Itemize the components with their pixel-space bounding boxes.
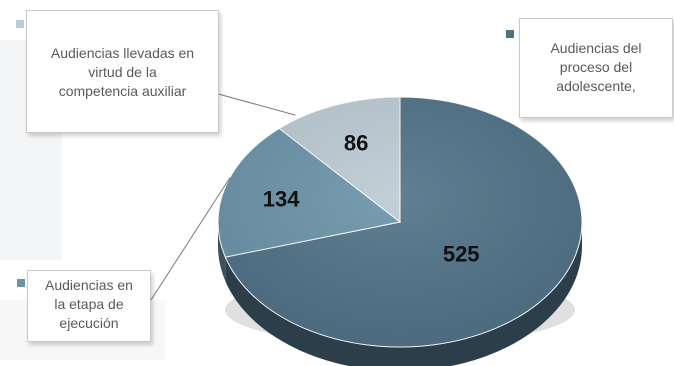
slice-callout-competencia-auxiliar: Audiencias llevadas en virtud de la comp… (26, 10, 219, 133)
callout-label: Audiencias llevadas en virtud de la comp… (51, 45, 194, 99)
callout-label: Audiencias del proceso del adolescente, (550, 40, 641, 94)
data-label-2: 86 (344, 131, 368, 156)
legend-marker-etapa-ejecucion (17, 279, 25, 287)
slice-callout-etapa-ejecucion: Audiencias en la etapa de ejecución (27, 270, 151, 342)
data-label-0: 525 (443, 242, 480, 267)
callout-label: Audiencias en la etapa de ejecución (45, 277, 133, 331)
pie-gloss (218, 97, 582, 347)
slice-callout-proceso-adolescente: Audiencias del proceso del adolescente, (519, 18, 673, 118)
legend-marker-competencia-auxiliar (16, 20, 24, 28)
legend-marker-proceso-adolescente (506, 30, 514, 38)
data-label-1: 134 (263, 187, 300, 212)
